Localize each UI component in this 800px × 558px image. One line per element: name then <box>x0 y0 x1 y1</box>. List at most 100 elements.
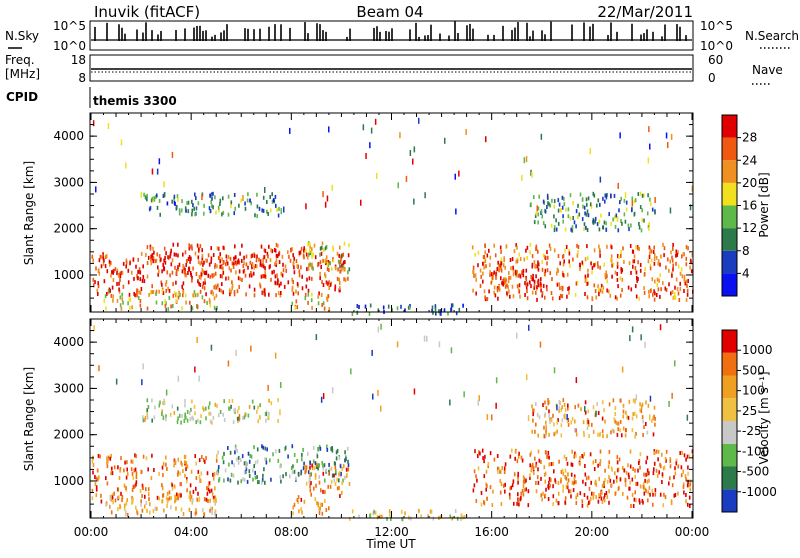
velocity-cell <box>477 454 479 459</box>
velocity-cell <box>625 410 627 415</box>
power-cell <box>170 262 173 267</box>
power-cell <box>133 276 135 281</box>
velocity-cell <box>485 469 488 474</box>
velocity-cell <box>429 509 432 514</box>
power-cell <box>613 215 616 220</box>
power-cell <box>606 274 608 279</box>
nsky-bars <box>91 21 692 41</box>
velocity-sparse-cell <box>671 392 673 399</box>
power-cell <box>623 259 625 264</box>
power-cell <box>199 274 202 279</box>
power-cell <box>281 254 284 259</box>
power-cell <box>544 224 547 229</box>
velocity-sparse-cell <box>194 366 196 373</box>
power-cell <box>282 262 284 267</box>
velocity-cell <box>616 421 619 426</box>
power-cell <box>262 257 264 262</box>
power-cell <box>91 254 94 259</box>
power-cell <box>484 243 486 248</box>
velocity-cell <box>292 505 294 510</box>
velocity-cell <box>544 450 547 455</box>
power-cell <box>531 277 533 281</box>
velocity-cell <box>231 460 233 465</box>
velocity-cell <box>541 497 543 502</box>
power-cell <box>339 245 341 250</box>
velocity-cell <box>626 415 628 420</box>
velocity-cell <box>161 465 164 470</box>
velocity-cell <box>582 420 585 425</box>
velocity-cell <box>131 488 134 492</box>
power-sparse-cell <box>360 199 362 206</box>
power-cell <box>317 263 319 268</box>
power-cell <box>311 265 313 270</box>
velocity-cell <box>601 483 604 488</box>
power-cell <box>191 208 194 213</box>
power-cell <box>450 303 453 308</box>
power-cell <box>155 258 158 263</box>
power-cell <box>300 246 303 251</box>
power-cell <box>583 222 586 227</box>
velocity-cell <box>207 487 210 492</box>
power-cell <box>540 277 542 282</box>
velocity-cell <box>207 405 210 410</box>
power-cell <box>187 209 190 214</box>
power-cell <box>194 251 197 256</box>
power-cell <box>322 301 325 306</box>
velocity-cell <box>262 445 265 450</box>
power-cell <box>535 244 538 249</box>
velocity-cell <box>91 488 94 493</box>
power-colorbar-tick-label: 28 <box>742 131 757 145</box>
power-cell <box>179 292 181 297</box>
power-cell <box>324 272 326 277</box>
velocity-cell <box>126 498 128 503</box>
nave-tick-bottom: 0 <box>708 71 716 85</box>
power-cell <box>211 289 213 294</box>
velocity-cell <box>216 403 218 408</box>
velocity-cell <box>133 485 135 489</box>
velocity-cell <box>613 429 615 434</box>
velocity-cell <box>110 453 112 458</box>
velocity-cell <box>653 467 655 472</box>
velocity-cell <box>112 500 114 505</box>
velocity-cell <box>244 469 247 474</box>
velocity-cell <box>223 418 226 422</box>
velocity-cell <box>374 510 377 515</box>
power-sparse-cell <box>617 182 619 189</box>
power-cell <box>311 305 313 310</box>
velocity-cell <box>633 497 636 502</box>
power-cell <box>332 258 335 263</box>
velocity-cell <box>345 467 348 472</box>
power-cell <box>577 215 579 220</box>
velocity-cell <box>545 487 547 492</box>
velocity-cell <box>95 493 98 498</box>
velocity-cell <box>661 452 663 457</box>
velocity-cell <box>132 496 134 501</box>
velocity-cell <box>604 477 606 482</box>
power-cell <box>347 270 349 275</box>
power-cell <box>170 304 172 309</box>
power-cell <box>341 253 343 258</box>
power-cell <box>276 273 278 278</box>
power-cell <box>622 246 624 251</box>
power-cell <box>116 268 119 273</box>
velocity-cell <box>439 515 442 519</box>
velocity-cell <box>574 428 576 432</box>
power-cell <box>649 251 651 256</box>
power-cell <box>164 255 166 260</box>
power-cell <box>184 293 187 298</box>
power-cell <box>233 292 236 297</box>
power-cell <box>519 294 521 299</box>
velocity-cell <box>634 474 636 479</box>
velocity-cell <box>645 472 647 477</box>
velocity-cell <box>499 490 502 495</box>
power-colorbar-tick-label: 8 <box>742 244 750 258</box>
velocity-cell <box>142 486 144 491</box>
velocity-sparse-cell <box>495 377 498 384</box>
velocity-cell <box>508 492 511 497</box>
power-cell <box>105 306 107 311</box>
velocity-cell <box>535 463 537 468</box>
velocity-cell <box>400 509 403 514</box>
power-cell <box>121 292 123 297</box>
velocity-cell <box>609 478 612 483</box>
